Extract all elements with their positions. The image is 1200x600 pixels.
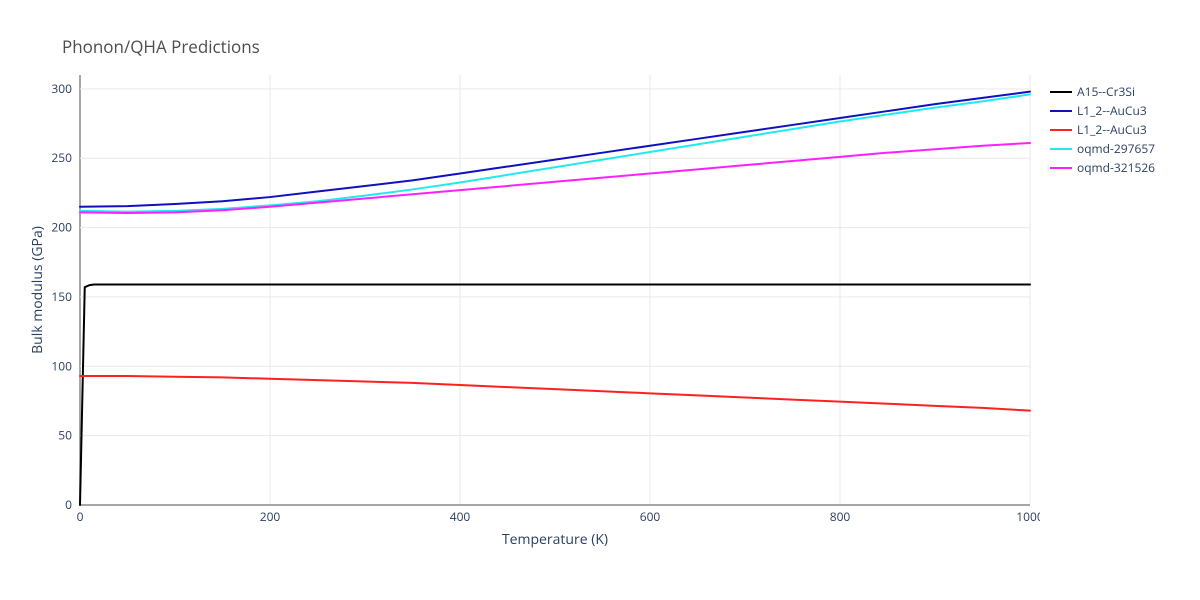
legend-label: oqmd-297657: [1077, 140, 1155, 157]
series-line-2: [80, 376, 1030, 411]
y-axis-label: Bulk modulus (GPa): [28, 75, 47, 505]
chart-title: Phonon/QHA Predictions: [62, 35, 260, 58]
plot-area: 0 200 400 600 800 1000 0 50 100 150 200 250 300: [30, 75, 1040, 540]
series-line-1: [80, 92, 1030, 207]
x-tick-label: 1000: [1016, 508, 1040, 525]
y-tick-label: 200: [51, 219, 72, 236]
x-tick-label: 400: [450, 508, 471, 525]
legend-label: L1_2--AuCu3: [1077, 102, 1147, 119]
legend-swatch-icon: [1050, 167, 1072, 169]
legend-swatch-icon: [1050, 129, 1072, 131]
y-tick-label: 0: [65, 496, 72, 513]
legend-label: L1_2--AuCu3: [1077, 121, 1147, 138]
y-tick-label: 100: [51, 357, 72, 374]
legend-label: A15--Cr3Si: [1077, 83, 1135, 100]
x-tick-label: 800: [830, 508, 851, 525]
y-tick-label: 250: [51, 149, 72, 166]
x-tick-label: 200: [260, 508, 281, 525]
legend-item-1[interactable]: L1_2--AuCu3: [1050, 101, 1155, 120]
legend: A15--Cr3Si L1_2--AuCu3 L1_2--AuCu3 oqmd-297…: [1050, 82, 1155, 177]
y-tick-label: 150: [51, 288, 72, 305]
legend-label: oqmd-321526: [1077, 159, 1155, 176]
series-line-4: [80, 143, 1030, 213]
legend-item-0[interactable]: A15--Cr3Si: [1050, 82, 1155, 101]
x-tick-label: 0: [77, 508, 84, 525]
x-axis-label: Temperature (K): [80, 530, 1030, 549]
legend-item-3[interactable]: oqmd-297657: [1050, 139, 1155, 158]
legend-item-4[interactable]: oqmd-321526: [1050, 158, 1155, 177]
series-line-0: [80, 284, 1030, 505]
x-tick-label: 600: [640, 508, 661, 525]
y-tick-label: 50: [58, 427, 72, 444]
legend-swatch-icon: [1050, 110, 1072, 112]
legend-item-2[interactable]: L1_2--AuCu3: [1050, 120, 1155, 139]
y-tick-label: 300: [51, 80, 72, 97]
legend-swatch-icon: [1050, 148, 1072, 150]
legend-swatch-icon: [1050, 91, 1072, 93]
